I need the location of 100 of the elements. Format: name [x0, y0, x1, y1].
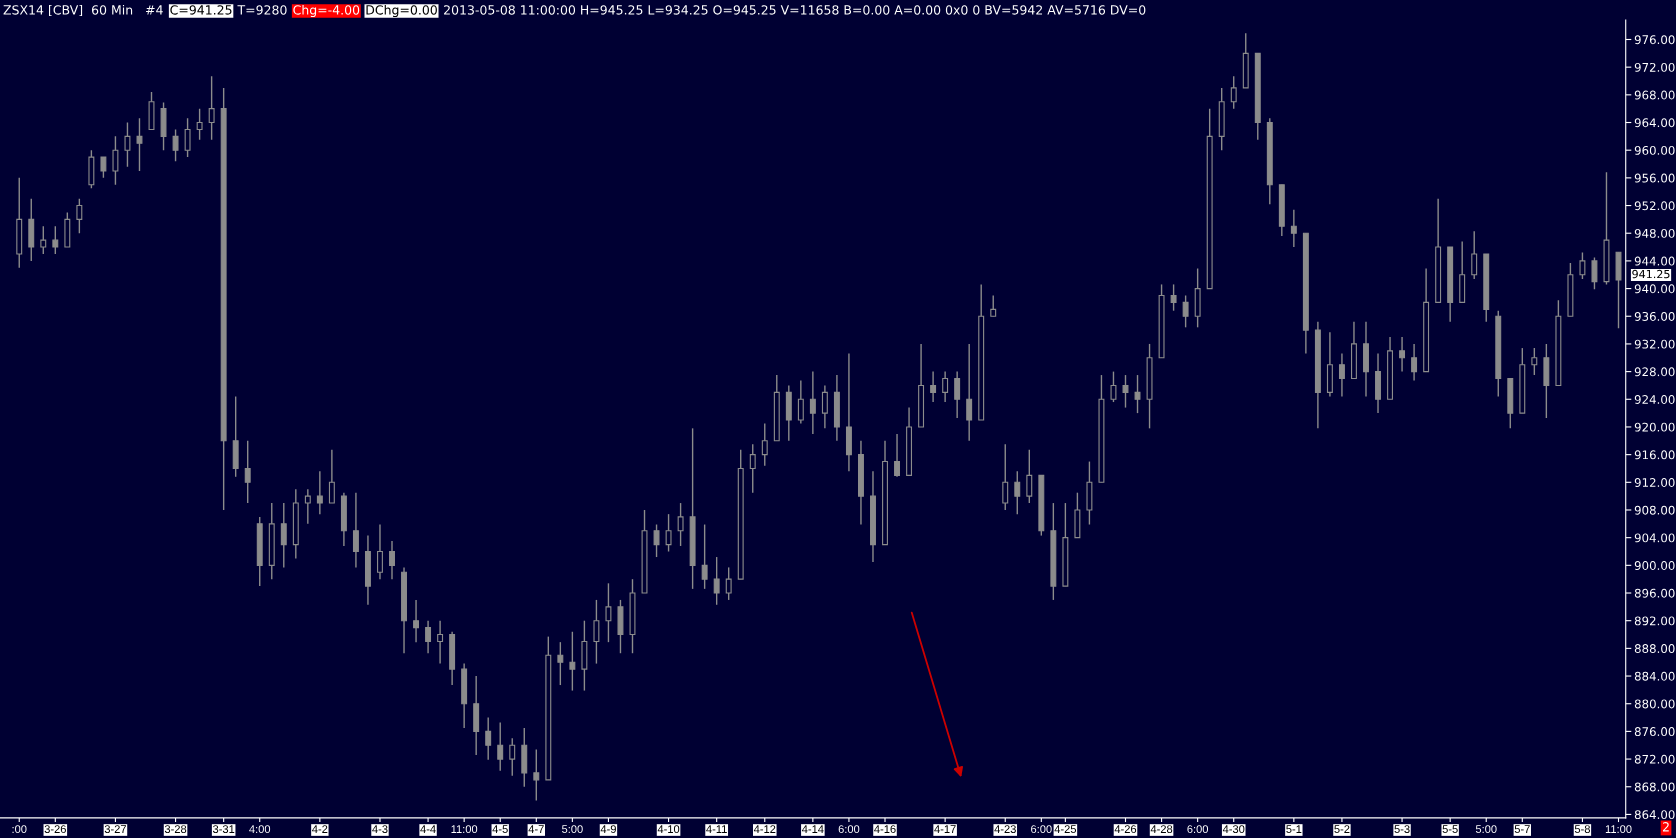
x-tick-label: 4-5 — [492, 825, 508, 833]
candlestick — [1182, 294, 1189, 329]
candlestick — [1290, 209, 1297, 248]
candlestick — [1338, 352, 1345, 398]
candlestick — [485, 716, 492, 761]
candlestick — [725, 566, 732, 601]
candlestick — [1471, 230, 1478, 280]
text: 2 — [1662, 822, 1669, 832]
candlestick — [377, 523, 383, 580]
candlestick — [653, 523, 660, 558]
text: DChg=0.00 — [366, 4, 437, 18]
candlestick — [593, 599, 600, 665]
y-tick-label: 968.00 — [1634, 90, 1675, 100]
candlestick — [821, 384, 828, 430]
x-tick-label: 3-28 — [164, 825, 187, 833]
candlestick — [1014, 470, 1021, 515]
x-tick-label: 4-11 — [706, 825, 727, 833]
candlestick — [966, 343, 973, 442]
x-tick-label: 4:00 — [249, 825, 271, 833]
x-tick-label: 5:00 — [1475, 825, 1497, 833]
x-tick-label: 5-1 — [1286, 825, 1302, 833]
x-tick-label: 4-10 — [657, 825, 680, 833]
x-tick-label: 4-12 — [753, 825, 776, 833]
y-tick-label: 928.00 — [1634, 367, 1675, 377]
x-tick-label: 5:00 — [562, 825, 583, 833]
y-tick-label: 960.00 — [1634, 145, 1675, 155]
x-tick-label: 4-7 — [528, 825, 544, 833]
y-tick-label: 864.00 — [1634, 810, 1675, 820]
x-tick-label: 4-16 — [874, 825, 896, 833]
x-tick-label: 5-2 — [1334, 825, 1350, 833]
candlestick — [1110, 370, 1117, 403]
candlestick — [557, 641, 564, 686]
candlestick — [677, 502, 684, 547]
candlestick — [437, 619, 444, 665]
y-tick-label: 912.00 — [1634, 478, 1675, 487]
candlestick — [316, 470, 323, 515]
chart-title: ZSX14 [CBV] 60 Min #4 — [3, 4, 163, 17]
x-tick-label: 4-26 — [1114, 825, 1137, 833]
x-tick-label: 11:00 — [451, 825, 478, 833]
candlestick — [954, 370, 961, 419]
x-tick-label: :00 — [12, 825, 27, 833]
x-tick-label: 4-3 — [372, 825, 388, 833]
y-tick-label: 872.00 — [1634, 754, 1675, 764]
x-tick-label: 4-28 — [1150, 825, 1173, 833]
y-tick-label: 948.00 — [1634, 228, 1675, 238]
x-tick-label: 4-30 — [1222, 825, 1245, 833]
y-tick-label: 964.00 — [1634, 118, 1675, 128]
y-tick-label: 884.00 — [1634, 671, 1675, 681]
y-tick-label: 924.00 — [1634, 395, 1675, 404]
candlestick — [797, 379, 804, 425]
x-tick-label: 3-31 — [212, 825, 235, 833]
candlestick — [196, 107, 203, 141]
candlestick — [352, 491, 359, 569]
candlestick — [112, 135, 119, 186]
text: 941.25 — [1632, 269, 1670, 279]
candlestick — [304, 488, 311, 525]
x-tick-label: 4-2 — [312, 825, 328, 833]
candlestick — [713, 556, 720, 606]
candlestick — [244, 440, 251, 504]
candlestick — [136, 117, 143, 172]
y-tick-label: 952.00 — [1634, 201, 1675, 211]
text: T=9280 — [237, 5, 287, 15]
x-tick-label: 4-23 — [994, 825, 1016, 833]
candlestick — [280, 502, 287, 569]
candlestick — [328, 449, 335, 504]
y-tick-label: 904.00 — [1634, 533, 1675, 543]
candlestick — [894, 433, 900, 478]
candlestick — [749, 443, 756, 494]
candlestick — [761, 422, 768, 467]
y-tick-label: 920.00 — [1634, 422, 1675, 432]
candlestick — [990, 294, 997, 317]
candlestick — [100, 156, 107, 179]
x-tick-label: 5-8 — [1574, 825, 1590, 833]
x-tick-label: 3-27 — [104, 825, 126, 833]
candlestick — [1002, 443, 1009, 511]
candlestick — [533, 748, 540, 802]
x-tick-label: 6:00 — [838, 825, 860, 833]
candlestick — [1579, 251, 1586, 280]
candlestick — [809, 370, 816, 435]
y-tick-label: 940.00 — [1634, 284, 1675, 294]
text: 2013-05-08 11:00:00 H=945.25 L=934.25 O=945.25 V=11658 B=0.00 A=0.00 0x0 0 BV=5942 AV=5716 DV=0 — [444, 5, 1146, 15]
candlestick — [52, 225, 59, 255]
candlestick — [184, 117, 191, 158]
candlestick — [1170, 283, 1177, 312]
y-tick-label: 896.00 — [1634, 588, 1675, 598]
candlestick — [665, 513, 672, 553]
x-tick-label: 3-26 — [44, 825, 66, 833]
x-tick-label: 5-5 — [1442, 825, 1458, 833]
candlestick — [172, 128, 179, 162]
candlestick — [413, 599, 420, 643]
candlestick — [701, 523, 708, 590]
candlestick — [124, 121, 131, 168]
candlestick — [425, 619, 432, 654]
text: C=941.25 — [170, 5, 232, 15]
x-tick-label: 11:00 — [1605, 825, 1632, 833]
candlestick — [1134, 374, 1141, 414]
y-tick-label: 888.00 — [1634, 644, 1675, 654]
candlestick — [208, 75, 215, 141]
candlestick — [389, 540, 395, 580]
x-tick-label: 4-4 — [420, 825, 436, 833]
